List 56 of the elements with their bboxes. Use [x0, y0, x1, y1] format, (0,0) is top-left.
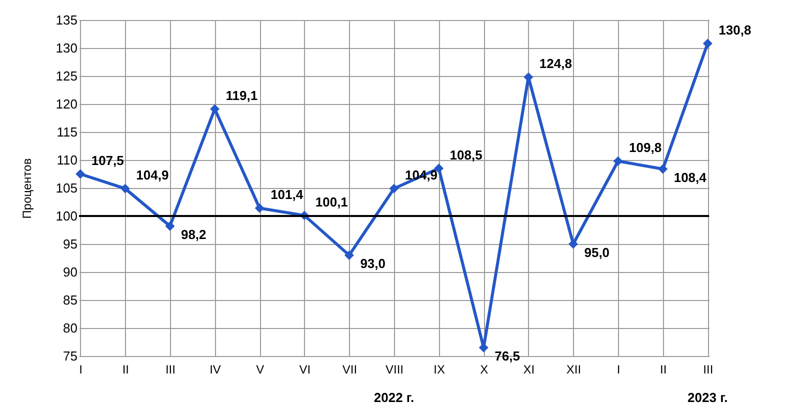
x-tick-label: VII — [342, 362, 358, 376]
point — [76, 169, 86, 179]
data-label: 93,0 — [360, 256, 386, 272]
y-tick-label: 120 — [56, 96, 78, 112]
data-label: 107,5 — [91, 153, 124, 168]
point — [165, 221, 175, 231]
y-tick-label: 115 — [56, 124, 78, 140]
point — [658, 164, 668, 174]
text: 2022 г. — [374, 390, 414, 405]
data-label: 76,5 — [494, 348, 520, 364]
text: 2023 г. — [688, 390, 728, 405]
x-tick-label: VI — [299, 362, 311, 376]
x-tick-label: I — [79, 362, 83, 376]
point — [254, 203, 264, 213]
y-tick-label: 110 — [56, 152, 78, 168]
data-label: 104,9 — [136, 168, 169, 183]
x-tick-label: XII — [566, 362, 582, 376]
data-label: 108,4 — [674, 170, 708, 185]
point — [344, 250, 354, 260]
x-tick-label: VIII — [385, 362, 404, 376]
point — [389, 184, 399, 194]
y-tick-label: 90 — [63, 264, 78, 280]
data-label: 100,1 — [315, 194, 348, 210]
point — [210, 104, 220, 114]
data-label: 95,0 — [584, 245, 610, 260]
y-tick-label: 80 — [63, 320, 78, 336]
point — [702, 38, 712, 48]
y-tick-label: 105 — [56, 180, 78, 196]
data-label: 130,8 — [718, 22, 752, 38]
data-label: 119,1 — [226, 88, 258, 104]
x-tick-label: XI — [523, 362, 535, 376]
data-label: 109,8 — [629, 140, 662, 156]
data-label: 124,8 — [539, 56, 572, 72]
data-label: 101,4 — [270, 187, 304, 202]
y-tick-label: 130 — [56, 40, 78, 56]
y-tick-label: 75 — [63, 348, 78, 364]
x-tick-label: II — [660, 362, 667, 376]
y-tick-label: 125 — [56, 68, 78, 84]
point — [613, 156, 623, 166]
x-tick-label: II — [122, 362, 129, 376]
x-tick-label: IV — [210, 362, 221, 376]
y-tick-label: 95 — [63, 236, 78, 252]
x-tick-label: III — [165, 362, 176, 376]
y-tick-label: 85 — [63, 292, 78, 308]
x-tick-label: III — [703, 362, 714, 376]
x-tick-label: X — [480, 362, 488, 376]
x-tick-label: I — [616, 362, 620, 376]
data-label: 98,2 — [180, 227, 206, 242]
y-tick-label: 100 — [56, 208, 78, 224]
x-tick-label: IX — [434, 362, 445, 376]
point — [120, 184, 130, 194]
y-axis-title: Процентов — [20, 158, 34, 219]
x-tick-label: V — [256, 362, 264, 376]
data-label: 108,5 — [450, 147, 482, 162]
point — [568, 239, 578, 249]
y-tick-label: 135 — [56, 12, 78, 28]
